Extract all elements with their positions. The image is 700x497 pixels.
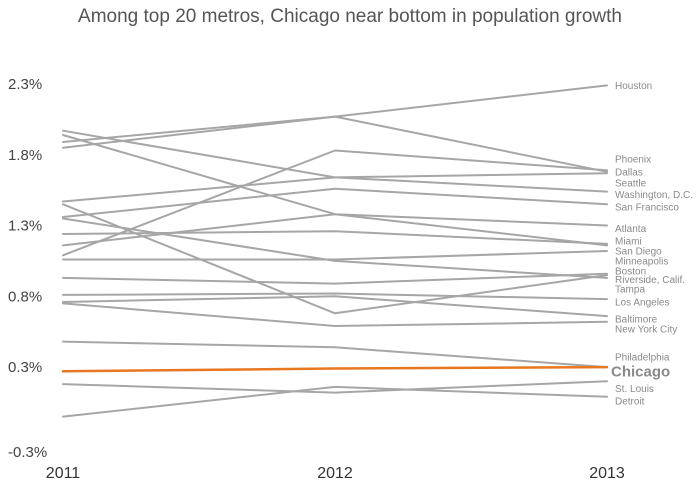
metro-label: St. Louis: [615, 384, 654, 395]
chart-title: Among top 20 metros, Chicago near bottom…: [78, 6, 622, 27]
series-line-new-york-city: [62, 302, 608, 327]
series-line-san-diego: [62, 213, 608, 247]
metro-label: Tampa: [615, 285, 645, 296]
metro-label: Baltimore: [615, 314, 658, 325]
y-tick-label: 1.3%: [8, 218, 42, 235]
series-line-san-francisco: [62, 187, 608, 218]
metro-label: San Francisco: [615, 203, 679, 214]
series-lines: [61, 84, 609, 418]
series-line-houston: [62, 84, 608, 143]
metro-label: Los Angeles: [615, 297, 670, 308]
metro-label: Washington, D.C.: [615, 190, 693, 201]
series-line-tampa: [62, 217, 608, 279]
metro-label: San Diego: [615, 247, 662, 258]
y-tick-label: 0.3%: [8, 359, 42, 376]
x-tick-label: 2013: [589, 465, 625, 482]
series-line-atlanta: [62, 134, 608, 227]
series-line-phoenix: [62, 149, 608, 257]
metro-label: Houston: [615, 81, 652, 92]
series-line-detroit: [62, 385, 608, 418]
series-line-minneapolis: [62, 250, 608, 261]
y-tick-label: 1.8%: [8, 147, 42, 164]
metro-label: Riverside, Calif.: [615, 275, 685, 286]
metro-label: Philadelphia: [615, 353, 670, 364]
x-tick-label: 2012: [317, 465, 353, 482]
metro-label: Detroit: [615, 397, 645, 408]
metro-label: Boston: [615, 266, 646, 277]
series-line-baltimore: [62, 295, 608, 318]
metro-label: Seattle: [615, 179, 647, 190]
y-tick-label: 2.3%: [8, 76, 42, 93]
metro-label: New York City: [615, 324, 677, 335]
series-line-washington-d-c: [62, 129, 608, 193]
series-line-philadelphia: [62, 340, 608, 369]
y-axis: -0.3% 0.3% 0.8% 1.3% 1.8% 2.3%: [8, 76, 47, 461]
series-line-chicago: [61, 365, 609, 373]
series-line-riverside-calif: [62, 203, 608, 315]
y-tick-label: -0.3%: [8, 444, 47, 461]
series-line-dallas: [62, 115, 608, 173]
series-line-los-angeles: [62, 292, 608, 301]
series-line-boston: [62, 272, 608, 285]
metro-label: Dallas: [615, 167, 643, 178]
metro-label: Miami: [615, 237, 642, 248]
metro-label: Atlanta: [615, 224, 647, 235]
x-axis: 2011 2012 2013: [46, 465, 625, 482]
y-tick-label: 0.8%: [8, 288, 42, 305]
metro-label: Phoenix: [615, 155, 651, 166]
series-line-st-louis: [62, 380, 608, 394]
x-tick-label: 2011: [46, 465, 81, 482]
metro-label: Minneapolis: [615, 256, 668, 267]
metro-label: Chicago: [611, 363, 670, 380]
